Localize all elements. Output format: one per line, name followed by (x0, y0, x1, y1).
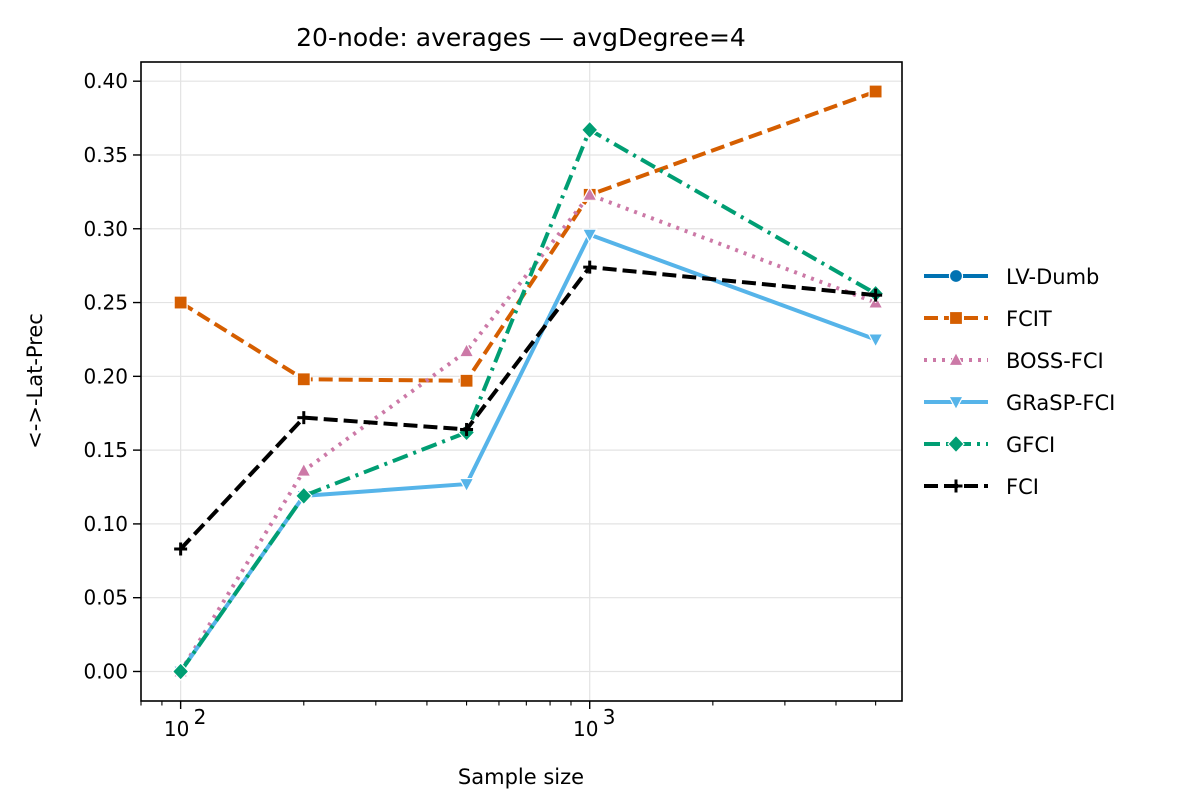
y-tick-label: 0.15 (83, 438, 128, 462)
legend-label: BOSS-FCI (1006, 349, 1104, 373)
marker-triangle-up (947, 351, 965, 367)
marker-plus (460, 422, 474, 436)
legend: LV-Dumb FCIT BOSS-FCI GRaSP-FCI GFCI FCI (924, 265, 1115, 499)
marker-diamond (294, 486, 313, 506)
series-layer (171, 84, 885, 681)
marker-triangle-up (295, 462, 312, 477)
marker-triangle-down (458, 477, 475, 493)
series-fcit (173, 84, 883, 388)
y-axis-label: <->-Lat-Prec (23, 313, 47, 449)
y-tick-label: 0.30 (83, 217, 128, 241)
marker-square (296, 372, 311, 387)
marker-square (173, 295, 188, 310)
marker-triangle-down (581, 228, 598, 244)
legend-label: FCIT (1006, 307, 1052, 331)
legend-label: GRaSP-FCI (1006, 391, 1115, 415)
series-fci (174, 260, 883, 556)
marker-plus (297, 411, 311, 425)
marker-square (868, 84, 883, 99)
legend-item-grasp-fci: GRaSP-FCI (924, 391, 1115, 415)
legend-item-boss-fci: BOSS-FCI (924, 349, 1104, 373)
series-line (178, 192, 877, 673)
marker-circle (948, 268, 964, 284)
y-tick-label: 0.20 (83, 364, 128, 388)
x-tick-exponent: 2 (194, 705, 207, 729)
marker-triangle-down (947, 395, 965, 411)
x-tick-label: 10 (573, 717, 598, 741)
x-axis-label: Sample size (458, 765, 584, 789)
x-tick-exponent: 3 (603, 705, 616, 729)
marker-square (948, 310, 964, 326)
y-axis: 0.00 0.05 0.10 0.15 0.20 0.25 0.30 0.35 0.40 (83, 69, 141, 683)
legend-item-fcit: FCIT (924, 307, 1052, 331)
marker-plus (869, 288, 883, 302)
legend-item-gfci: GFCI (924, 433, 1055, 457)
marker-triangle-up (458, 342, 475, 358)
y-tick-label: 0.35 (83, 143, 128, 167)
x-tick-label: 10 (164, 717, 189, 741)
legend-item-lv-dumb: LV-Dumb (924, 265, 1099, 289)
marker-diamond (580, 120, 599, 140)
y-tick-label: 0.25 (83, 291, 128, 315)
grid (141, 62, 902, 701)
chart-title: 20-node: averages — avgDegree=4 (296, 23, 746, 52)
marker-diamond (947, 434, 965, 454)
marker-plus (583, 260, 597, 274)
legend-label: GFCI (1006, 433, 1055, 457)
y-tick-label: 0.05 (83, 586, 128, 610)
x-axis: 10 2 10 3 (140, 701, 877, 741)
legend-label: LV-Dumb (1006, 265, 1099, 289)
marker-triangle-down (867, 333, 884, 349)
y-tick-label: 0.00 (83, 659, 128, 683)
plot-frame (140, 61, 903, 702)
marker-diamond (171, 662, 190, 681)
y-tick-label: 0.40 (83, 69, 128, 93)
marker-plus (174, 542, 188, 556)
marker-square (459, 373, 474, 388)
marker-plus (949, 479, 963, 493)
legend-item-fci: FCI (924, 475, 1039, 499)
y-tick-label: 0.10 (83, 512, 128, 536)
marker-triangle-up (581, 186, 598, 201)
legend-label: FCI (1006, 475, 1039, 499)
